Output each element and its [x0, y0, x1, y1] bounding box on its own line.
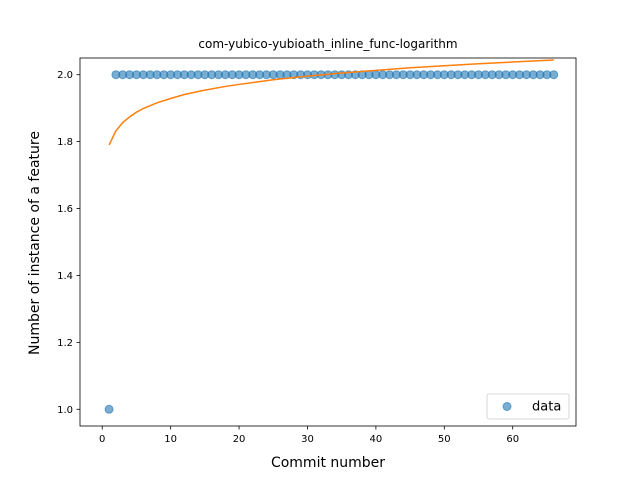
x-tick-label: 40: [370, 434, 383, 445]
data-point: [104, 404, 114, 414]
y-tick-label: 1.2: [57, 338, 73, 349]
legend-marker: [502, 402, 512, 411]
legend-frame: [486, 393, 570, 420]
y-tick-label: 1.4: [57, 271, 73, 282]
y-tick-label: 1.6: [57, 204, 73, 215]
data-point: [549, 70, 559, 80]
y-tick-label: 1.0: [57, 405, 73, 416]
axes-frame: [79, 57, 577, 427]
x-tick-label: 0: [99, 434, 105, 445]
x-tick-label: 50: [438, 434, 451, 445]
x-axis-label: Commit number: [271, 455, 385, 471]
y-axis-label: Number of instance of a feature: [27, 131, 43, 355]
legend: data: [486, 393, 570, 420]
y-tick-label: 1.8: [57, 137, 73, 148]
x-tick-label: 20: [233, 434, 246, 445]
plot-area: 0 10 20 30 40 50 60 1.0 1.2 1.4 1.6 1.8 2.0: [57, 57, 577, 445]
x-tick-label: 30: [301, 434, 314, 445]
x-tick-label: 10: [164, 434, 177, 445]
y-tick-label: 2.0: [57, 70, 73, 81]
fit-curve-line: [108, 59, 554, 146]
x-tick-label: 60: [506, 434, 519, 445]
chart-title: com-yubico-yubioath_inline_func-logarith…: [198, 37, 457, 51]
legend-label: data: [532, 400, 561, 415]
